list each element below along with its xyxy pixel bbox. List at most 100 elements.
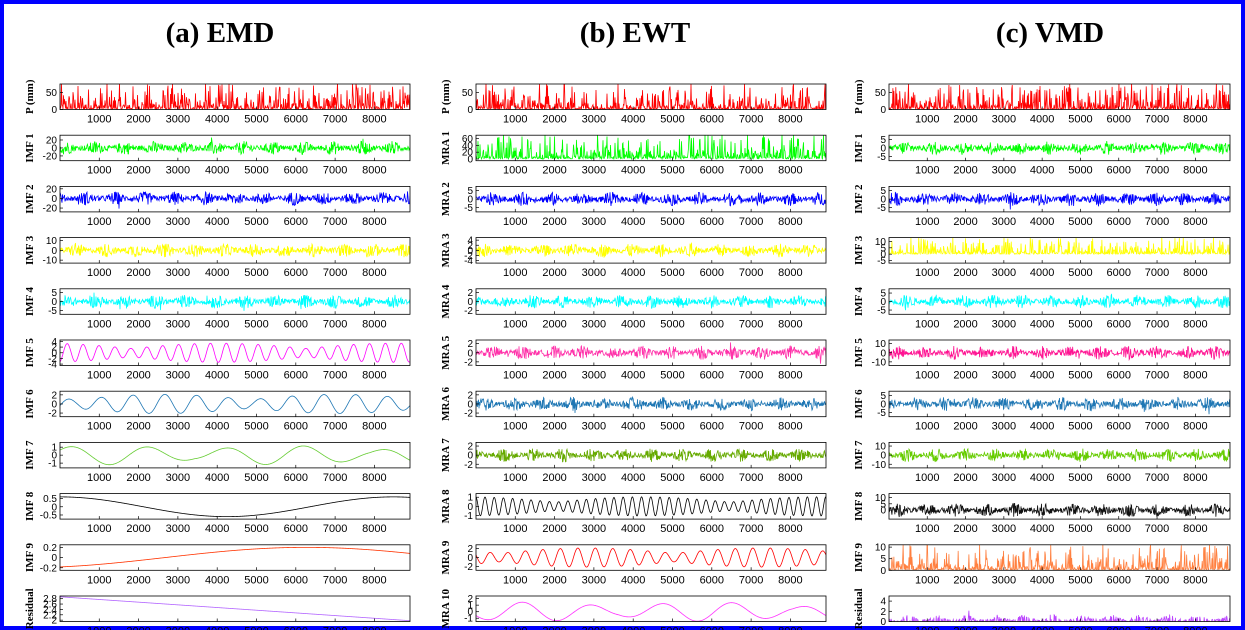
subplot-mra-5: 20-2 1000 2000 3000 4000 5000 6000 7000 8000 MRA … [440, 335, 827, 382]
series-line [60, 292, 410, 311]
x-tick-label: 6000 [1107, 114, 1131, 126]
x-tick-label: 5000 [1068, 472, 1092, 484]
x-tick-label: 4000 [621, 267, 645, 279]
x-tick-label: 1000 [915, 165, 939, 177]
x-tick-label: 3000 [582, 370, 606, 382]
x-tick-label: 3000 [166, 626, 190, 630]
y-tick-label: -10 [872, 460, 887, 471]
x-tick-label: 5000 [1068, 626, 1092, 630]
y-axis-label: MRA 5 [440, 335, 452, 369]
x-tick-label: 3000 [582, 626, 606, 630]
subplot-imf-9: 0.20-0.2 1000 2000 3000 4000 5000 6000 7000 8000… [24, 542, 411, 586]
x-tick-label: 5000 [244, 318, 268, 330]
y-tick-label: -5 [877, 408, 886, 419]
x-tick-label: 4000 [621, 165, 645, 177]
y-tick-label: 0 [51, 553, 57, 564]
x-tick-label: 8000 [1183, 165, 1207, 177]
subplot-mra-4: 20-2 1000 2000 3000 4000 5000 6000 7000 8000 MRA … [440, 284, 827, 330]
y-axis-label: IMF 5 [853, 338, 865, 368]
y-axis-label: IMF 2 [24, 184, 36, 214]
x-tick-label: 5000 [244, 216, 268, 228]
x-tick-label: 4000 [621, 626, 645, 630]
y-tick-label: 0 [51, 502, 57, 513]
x-tick-label: 8000 [778, 626, 802, 630]
x-tick-label: 7000 [739, 626, 763, 630]
x-tick-label: 5000 [244, 523, 268, 535]
y-tick-label: 0 [880, 195, 886, 206]
y-tick-label: 4 [880, 597, 886, 608]
y-tick-label: 2 [467, 390, 473, 401]
x-tick-label: 1000 [915, 267, 939, 279]
series-line [889, 191, 1230, 210]
x-tick-label: 5000 [660, 472, 684, 484]
y-tick-label: 0 [467, 246, 473, 257]
series-line [476, 447, 826, 463]
x-tick-label: 5000 [1068, 267, 1092, 279]
x-tick-label: 2000 [126, 421, 150, 433]
y-tick-label: -0.2 [40, 563, 58, 574]
y-tick-label: 2 [467, 241, 473, 252]
panel-title: (a) EMD [166, 17, 275, 49]
y-tick-label: 2.6 [43, 600, 57, 611]
x-tick-label: 1000 [915, 370, 939, 382]
x-tick-label: 3000 [992, 216, 1016, 228]
subplot-mra-3: 420-2-4 1000 2000 3000 4000 5000 6000 7000 8000 M… [440, 233, 827, 279]
x-tick-label: 8000 [362, 114, 386, 126]
x-tick-label: 1000 [503, 216, 527, 228]
x-tick-label: 3000 [992, 421, 1016, 433]
subplot-mra-2: 50-5 1000 2000 3000 4000 5000 6000 7000 8000 MRA … [440, 182, 827, 228]
subplot-mra-9: 20-2 1000 2000 3000 4000 5000 6000 7000 8000 MRA … [440, 540, 827, 586]
y-axis-label: IMF 3 [853, 235, 865, 265]
x-tick-label: 2000 [953, 626, 977, 630]
x-tick-label: 2000 [953, 370, 977, 382]
x-tick-label: 4000 [621, 574, 645, 586]
x-tick-label: 2000 [953, 421, 977, 433]
x-tick-label: 4000 [205, 267, 229, 279]
x-tick-label: 5000 [244, 114, 268, 126]
series-line [889, 140, 1230, 156]
y-tick-label: 4 [51, 337, 57, 348]
y-tick-label: 0.2 [43, 543, 57, 554]
x-tick-label: 5000 [1068, 574, 1092, 586]
x-tick-label: 7000 [1145, 472, 1169, 484]
y-tick-label: -2 [48, 409, 57, 420]
x-tick-label: 4000 [1030, 523, 1054, 535]
series-line [889, 84, 1230, 110]
x-tick-label: 6000 [1107, 216, 1131, 228]
y-axis-label: IMF 4 [853, 286, 865, 316]
x-tick-label: 8000 [362, 472, 386, 484]
x-tick-label: 6000 [700, 370, 724, 382]
x-tick-label: 8000 [362, 574, 386, 586]
x-tick-label: 8000 [778, 421, 802, 433]
axes-box [888, 237, 1231, 264]
series-line [889, 345, 1230, 361]
series-line [476, 84, 826, 110]
y-tick-label: 0 [51, 105, 57, 116]
x-tick-label: 7000 [323, 318, 347, 330]
x-tick-label: 1000 [915, 626, 939, 630]
subplot-imf-7: 100-10 1000 2000 3000 4000 5000 6000 7000 8000 IM… [853, 440, 1231, 484]
y-axis-label: IMF 1 [853, 133, 865, 162]
y-axis-label: IMF 7 [24, 440, 36, 470]
series-line [476, 395, 826, 414]
subplot-mra-8: 10-1 1000 2000 3000 4000 5000 6000 7000 8000 MRA … [440, 489, 827, 535]
y-tick-label: 5 [880, 243, 886, 254]
x-tick-label: 7000 [739, 114, 763, 126]
series-line [60, 84, 410, 110]
x-tick-label: 8000 [1183, 267, 1207, 279]
series-line [476, 135, 826, 161]
x-tick-label: 7000 [739, 165, 763, 177]
subplot-imf-1: 200-20 1000 2000 3000 4000 5000 6000 7000 8000 IM… [24, 133, 411, 177]
y-axis-label: IMF 1 [24, 133, 36, 162]
x-tick-label: 1000 [503, 472, 527, 484]
y-tick-label: 5 [880, 186, 886, 197]
x-tick-label: 8000 [362, 318, 386, 330]
y-tick-label: -2 [464, 306, 473, 317]
axes-box [888, 544, 1231, 571]
x-tick-label: 8000 [1183, 114, 1207, 126]
y-tick-label: -0.5 [40, 510, 58, 521]
x-tick-label: 1000 [87, 165, 111, 177]
